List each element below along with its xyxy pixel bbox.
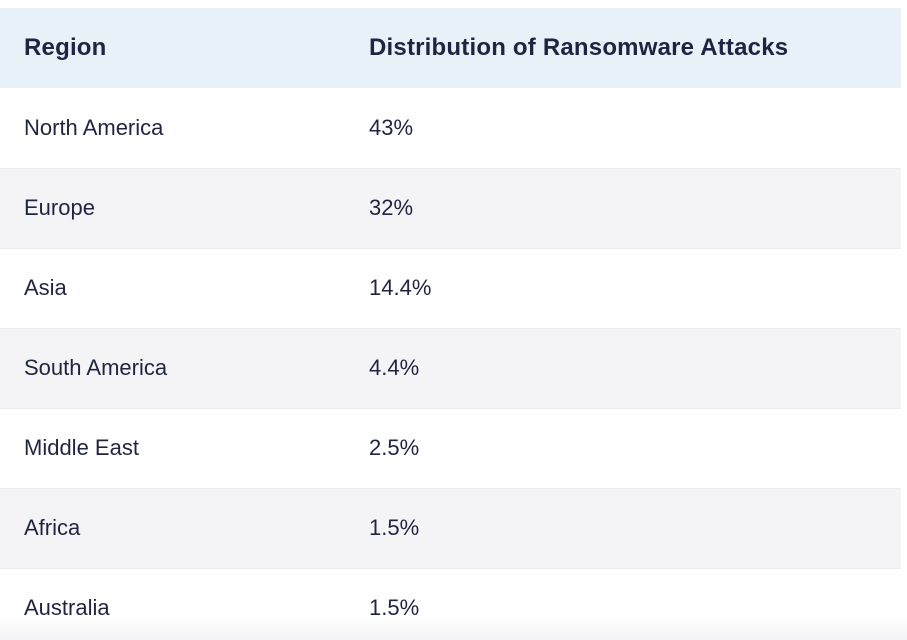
distribution-value-cell: 43% [369,114,414,140]
data-table: Region Distribution of Ransomware Attack… [0,8,901,640]
region-cell: North America [24,114,164,140]
column-header-region: Region [24,34,107,61]
table-header-row: Region Distribution of Ransomware Attack… [0,8,901,88]
distribution-value-cell: 1.5% [369,595,420,621]
region-cell: Asia [24,275,67,300]
table-row: Asia 14.4% [0,248,901,328]
table-row: North America 43% [0,88,901,168]
table-row: Africa 1.5% [0,488,901,568]
table-row: South America 4.4% [0,328,901,408]
region-cell: Europe [24,195,95,220]
distribution-value-cell: 4.4% [369,355,420,380]
distribution-value-cell: 1.5% [369,515,420,540]
distribution-value-cell: 14.4% [369,275,432,300]
table-row: Europe 32% [0,168,901,248]
table-body: North America 43% Europe 32% Asia 14.4% South … [0,88,901,640]
distribution-value-cell: 32% [369,195,414,220]
table-row: Middle East 2.5% [0,408,901,488]
region-cell: Australia [24,595,110,621]
region-cell: South America [24,355,168,380]
region-cell: Middle East [24,435,139,460]
ransomware-distribution-table: Region Distribution of Ransomware Attack… [0,8,901,640]
distribution-value-cell: 2.5% [369,435,420,460]
region-cell: Africa [24,515,81,540]
table-row: Australia 1.5% [0,568,901,640]
column-header-distribution: Distribution of Ransomware Attacks [369,34,789,61]
